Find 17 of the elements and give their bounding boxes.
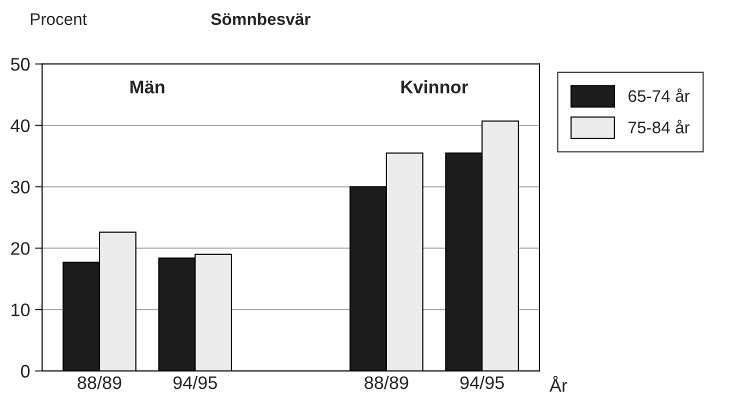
y-tick-label: 10 — [12, 304, 30, 316]
annotation: Kvinnor — [401, 80, 468, 94]
x-tick-label: 88/89 — [78, 376, 122, 390]
y-tick-label: 30 — [10, 180, 30, 194]
chart-title: Sömnbesvär — [211, 12, 310, 26]
y-axis-title: Procent — [30, 13, 87, 26]
legend-label: 65-74 år — [628, 88, 690, 102]
legend-label: 75-84 år — [628, 120, 690, 134]
y-tick-label: 20 — [11, 242, 30, 255]
y-tick-label: 50 — [10, 58, 30, 71]
y-tick-label: 40 — [10, 119, 30, 132]
annotation: Män — [130, 80, 164, 94]
x-tick-label: 94/95 — [173, 376, 217, 390]
y-tick-label: 0 — [20, 364, 30, 378]
x-axis-title: År — [549, 376, 568, 392]
x-tick-label: 94/95 — [460, 376, 504, 390]
x-tick-label: 88/89 — [364, 376, 408, 390]
